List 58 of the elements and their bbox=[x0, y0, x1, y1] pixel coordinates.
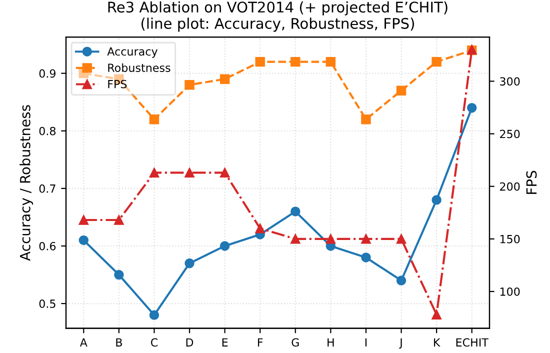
point bbox=[149, 310, 160, 320]
point bbox=[184, 258, 194, 268]
y2-tick-label: 150 bbox=[500, 234, 520, 244]
x-tick-label: I bbox=[365, 338, 367, 346]
x-tick-label: D bbox=[186, 338, 194, 346]
point bbox=[326, 56, 336, 67]
point bbox=[255, 56, 265, 67]
y2-tick-label: 250 bbox=[500, 130, 520, 138]
point bbox=[149, 114, 160, 124]
x-tick-label: E bbox=[222, 338, 228, 346]
x-tick-label: A bbox=[80, 338, 88, 346]
legend-label: Robustness bbox=[108, 63, 170, 72]
point bbox=[220, 74, 230, 84]
legend-label: FPS bbox=[108, 80, 127, 88]
point bbox=[290, 206, 300, 216]
x-tick-label: G bbox=[292, 338, 299, 347]
y-tick-label: 0.9 bbox=[39, 69, 56, 78]
y-tick-label: 0.8 bbox=[39, 126, 56, 136]
y-tick-label: 0.7 bbox=[39, 184, 56, 193]
point bbox=[396, 86, 406, 96]
point bbox=[326, 234, 336, 244]
point bbox=[361, 234, 371, 244]
y2-tick-label: 300 bbox=[500, 77, 520, 86]
point bbox=[432, 195, 442, 205]
point bbox=[396, 234, 406, 244]
y2-axis-title: FPS bbox=[526, 170, 537, 194]
point bbox=[396, 276, 406, 286]
chart-title: Re3 Ablation on VOT2014 (+ projected E’CHIT) (line plot: Accuracy, Robustness, FPS) bbox=[108, 1, 448, 32]
x-tick-label: J bbox=[399, 338, 402, 349]
point bbox=[220, 168, 230, 178]
y2-tick-label: 100 bbox=[500, 287, 520, 296]
point bbox=[114, 215, 124, 225]
point bbox=[466, 102, 477, 113]
y2-tick-label: 200 bbox=[500, 182, 520, 191]
point bbox=[184, 80, 194, 90]
point bbox=[149, 168, 160, 178]
x-tick-label: K bbox=[434, 338, 440, 346]
point bbox=[290, 234, 300, 244]
x-tick-label: B bbox=[116, 338, 122, 346]
point bbox=[432, 310, 442, 320]
x-tick-label: C bbox=[150, 338, 158, 347]
legend-label: Accuracy bbox=[107, 47, 158, 58]
x-tick-label: H bbox=[328, 338, 334, 346]
point bbox=[255, 224, 265, 234]
point bbox=[220, 241, 230, 251]
y-tick-label: 0.5 bbox=[39, 300, 56, 308]
point bbox=[361, 252, 371, 262]
point bbox=[290, 56, 300, 67]
point bbox=[432, 56, 442, 67]
x-tick-label: ECHIT bbox=[456, 338, 488, 347]
point bbox=[114, 270, 124, 280]
point bbox=[361, 114, 371, 124]
y-axis-title: Accuracy / Robustness bbox=[20, 105, 34, 261]
x-tick-label: F bbox=[258, 338, 263, 346]
point bbox=[184, 168, 194, 178]
point bbox=[78, 235, 89, 246]
point bbox=[78, 215, 89, 225]
y-tick-label: 0.6 bbox=[39, 242, 56, 250]
